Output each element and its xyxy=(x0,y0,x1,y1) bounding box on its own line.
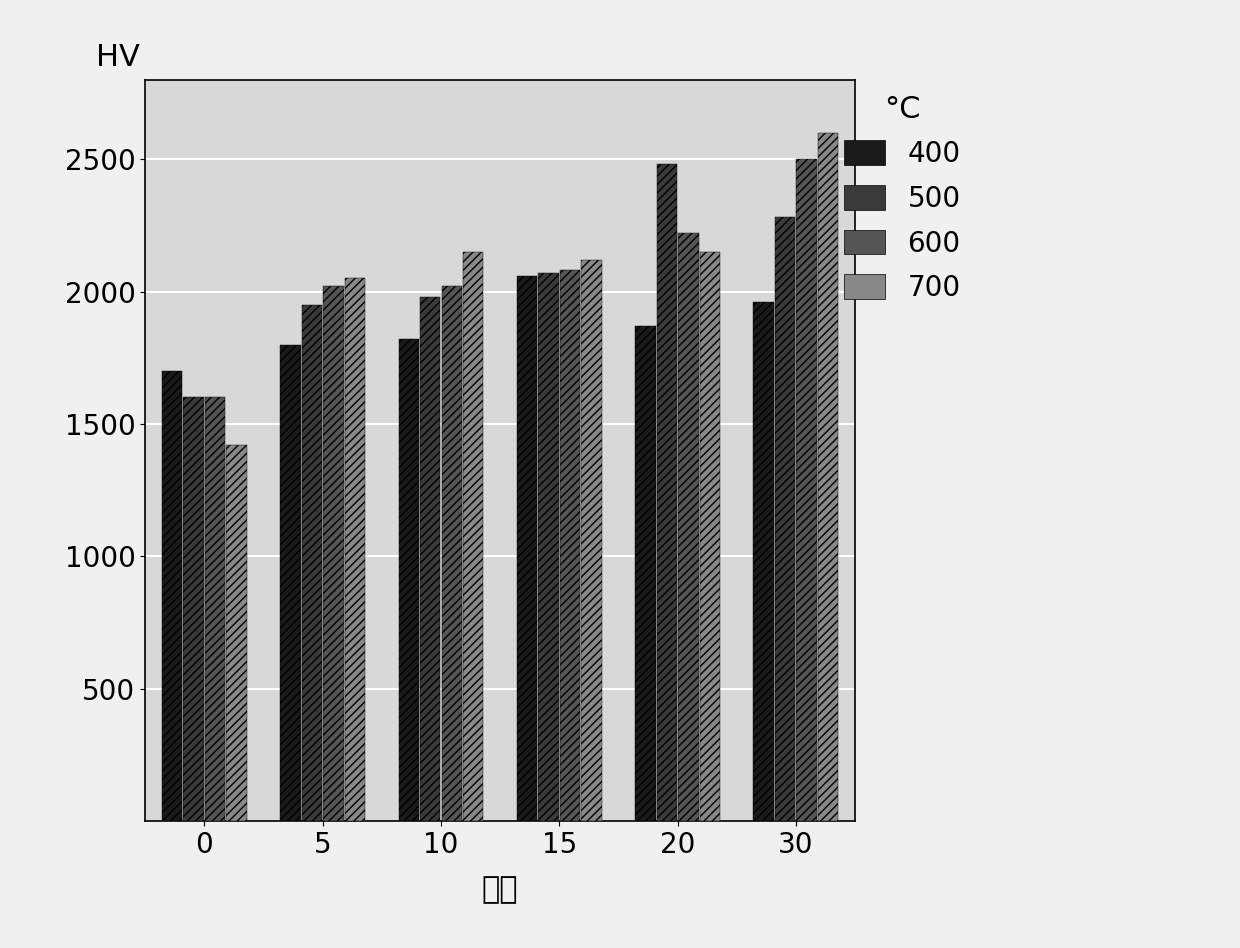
Bar xyxy=(796,159,817,821)
Bar xyxy=(324,286,343,821)
Bar xyxy=(635,326,656,821)
Bar xyxy=(699,252,720,821)
Bar xyxy=(162,371,182,821)
Bar xyxy=(657,164,677,821)
Bar xyxy=(420,297,440,821)
Bar xyxy=(517,276,537,821)
Bar xyxy=(205,397,226,821)
Legend: 400, 500, 600, 700: 400, 500, 600, 700 xyxy=(836,86,968,311)
Bar xyxy=(818,133,838,821)
Bar xyxy=(754,302,774,821)
Bar xyxy=(301,305,322,821)
Bar xyxy=(345,279,365,821)
Bar xyxy=(398,339,419,821)
Bar xyxy=(559,270,580,821)
Bar xyxy=(538,273,559,821)
Bar xyxy=(463,252,484,821)
Text: HV: HV xyxy=(95,44,139,72)
Bar xyxy=(441,286,463,821)
Bar xyxy=(582,260,601,821)
Bar xyxy=(678,233,698,821)
Bar xyxy=(280,344,300,821)
X-axis label: 分钟: 分钟 xyxy=(482,876,518,904)
Bar xyxy=(775,217,795,821)
Bar xyxy=(227,446,247,821)
Bar xyxy=(184,397,203,821)
